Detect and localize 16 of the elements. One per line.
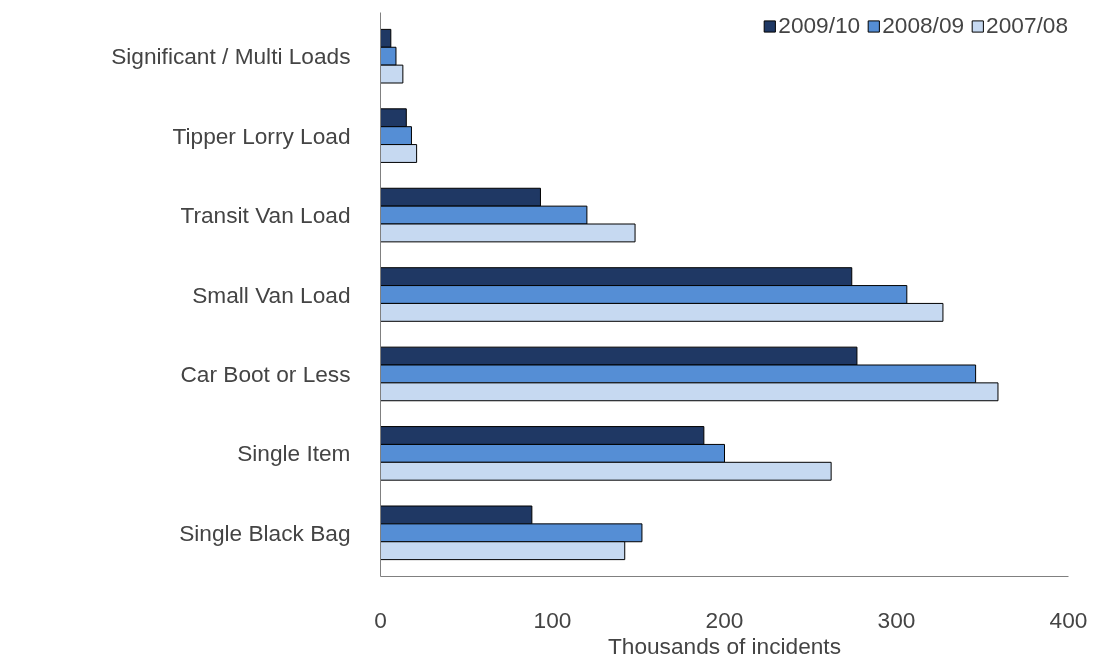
x-tick-label: 100 [533, 606, 572, 633]
y-tick-label: Car Boot or Less [180, 360, 351, 387]
y-tick-label: Small Van Load [192, 281, 351, 308]
legend-label: 2009/10 [778, 12, 861, 39]
y-tick-label: Transit Van Load [180, 202, 351, 229]
legend-label: 2008/09 [882, 12, 965, 39]
y-tick-label: Single Black Bag [179, 519, 351, 546]
x-tick-label: 0 [374, 606, 387, 633]
y-tick-label: Single Item [237, 440, 351, 467]
x-axis-title: Thousands of incidents [608, 632, 842, 659]
x-tick-label: 200 [705, 606, 744, 633]
x-tick-label: 300 [877, 606, 916, 633]
y-tick-label: Significant / Multi Loads [111, 43, 351, 70]
x-tick-label: 400 [1049, 606, 1088, 633]
y-tick-label: Tipper Lorry Load [172, 122, 351, 149]
legend-label: 2007/08 [986, 12, 1068, 39]
